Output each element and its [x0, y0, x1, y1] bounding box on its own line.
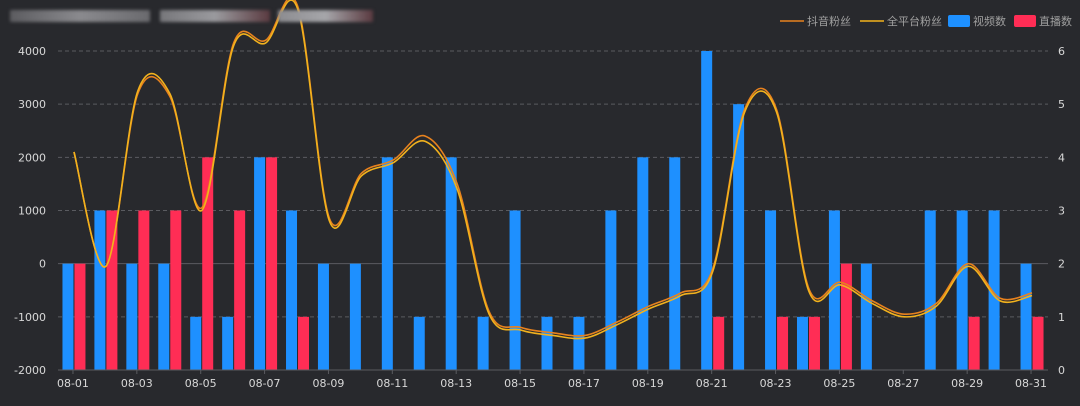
bar-live-count [298, 316, 310, 370]
x-tick-label: 08-25 [823, 377, 855, 390]
x-tick-label: 08-09 [312, 377, 344, 390]
x-tick-label: 08-31 [1015, 377, 1047, 390]
bar-live-count [74, 263, 86, 370]
redacted-title-1 [10, 10, 150, 22]
y-right-tick-label: 2 [1058, 258, 1065, 271]
y-right-tick-label: 6 [1058, 45, 1065, 58]
legend-label: 抖音粉丝 [807, 14, 851, 28]
bar-video-count [924, 210, 936, 370]
bar-video-count [605, 210, 617, 370]
bar-video-count [733, 104, 745, 371]
y-right-tick-label: 0 [1058, 364, 1065, 377]
legend-rect-swatch [948, 15, 970, 27]
bar-video-count [701, 51, 713, 370]
bar-video-count [317, 263, 329, 370]
bar-video-count [956, 210, 968, 370]
x-tick-label: 08-27 [887, 377, 919, 390]
bar-live-count [106, 210, 118, 370]
line-series [73, 0, 1033, 340]
bar-video-count [158, 263, 170, 370]
bar-video-count [94, 210, 106, 370]
y-right-tick-label: 4 [1058, 151, 1065, 164]
bar-live-count [1032, 316, 1044, 370]
y-left-tick-label: -2000 [14, 364, 46, 377]
legend-label: 直播数 [1039, 14, 1072, 28]
bar-live-count [777, 316, 789, 370]
y-left-tick-label: -1000 [14, 311, 46, 324]
x-tick-label: 08-07 [249, 377, 281, 390]
bar-live-count [808, 316, 820, 370]
redacted-title-3 [278, 10, 373, 22]
line-douyin-fans [73, 0, 1033, 337]
bar-video-count [445, 157, 457, 370]
x-tick-label: 08-17 [568, 377, 600, 390]
y-right-tick-label: 1 [1058, 311, 1065, 324]
bar-video-count [477, 316, 489, 370]
bar-live-count [138, 210, 150, 370]
bar-series [62, 51, 1044, 371]
bar-video-count [860, 263, 872, 370]
bar-video-count [254, 157, 266, 370]
x-tick-label: 08-29 [951, 377, 983, 390]
x-tick-label: 08-15 [504, 377, 536, 390]
bar-video-count [796, 316, 808, 370]
y-right-tick-label: 3 [1058, 205, 1065, 218]
x-tick-label: 08-23 [760, 377, 792, 390]
bar-live-count [266, 157, 278, 370]
bar-video-count [413, 316, 425, 370]
bar-video-count [509, 210, 521, 370]
y-right-tick-label: 5 [1058, 98, 1065, 111]
y-left-tick-label: 1000 [18, 205, 46, 218]
line-all-platform-fans [73, 0, 1033, 340]
redacted-title-2 [160, 10, 270, 22]
bar-video-count [573, 316, 585, 370]
y-axis-right: 6 5 4 3 2 1 0 [1058, 45, 1065, 377]
legend-item[interactable]: 全平台粉丝 [860, 14, 942, 28]
bar-video-count [190, 316, 202, 370]
x-tick-label: 08-13 [440, 377, 472, 390]
y-left-tick-label: 0 [39, 258, 46, 271]
bar-video-count [381, 157, 393, 370]
y-axis-left: 4000 3000 2000 1000 0 -1000 -2000 [14, 45, 46, 377]
x-axis: 08-01 08-03 08-05 08-07 08-09 08-11 08-13 08-15… [57, 369, 1048, 390]
bar-video-count [1020, 263, 1032, 370]
legend-item[interactable]: 直播数 [1014, 14, 1072, 28]
x-tick-label: 08-05 [185, 377, 217, 390]
bar-video-count [126, 263, 138, 370]
x-tick-label: 08-03 [121, 377, 153, 390]
y-left-tick-label: 3000 [18, 98, 46, 111]
bar-live-count [968, 316, 980, 370]
bar-live-count [713, 316, 725, 370]
bar-video-count [62, 263, 74, 370]
legend-label: 全平台粉丝 [887, 14, 942, 28]
bar-video-count [349, 263, 361, 370]
y-left-tick-label: 4000 [18, 45, 46, 58]
bar-live-count [234, 210, 246, 370]
bar-video-count [669, 157, 681, 370]
bar-video-count [765, 210, 777, 370]
legend-rect-swatch [1014, 15, 1036, 27]
bar-video-count [828, 210, 840, 370]
y-left-tick-label: 2000 [18, 151, 46, 164]
x-tick-label: 08-01 [57, 377, 89, 390]
x-tick-label: 08-21 [696, 377, 728, 390]
legend-item[interactable]: 视频数 [948, 14, 1006, 28]
bar-video-count [541, 316, 553, 370]
x-tick-label: 08-19 [632, 377, 664, 390]
bar-live-count [840, 263, 852, 370]
legend[interactable]: 抖音粉丝 全平台粉丝 视频数 直播数 [780, 14, 1072, 28]
bar-live-count [170, 210, 182, 370]
bar-video-count [637, 157, 649, 370]
x-tick-label: 08-11 [376, 377, 408, 390]
bar-video-count [222, 316, 234, 370]
bar-video-count [988, 210, 1000, 370]
legend-label: 视频数 [973, 14, 1006, 28]
bar-live-count [202, 157, 214, 370]
legend-item[interactable]: 抖音粉丝 [780, 14, 851, 28]
bar-video-count [286, 210, 298, 370]
